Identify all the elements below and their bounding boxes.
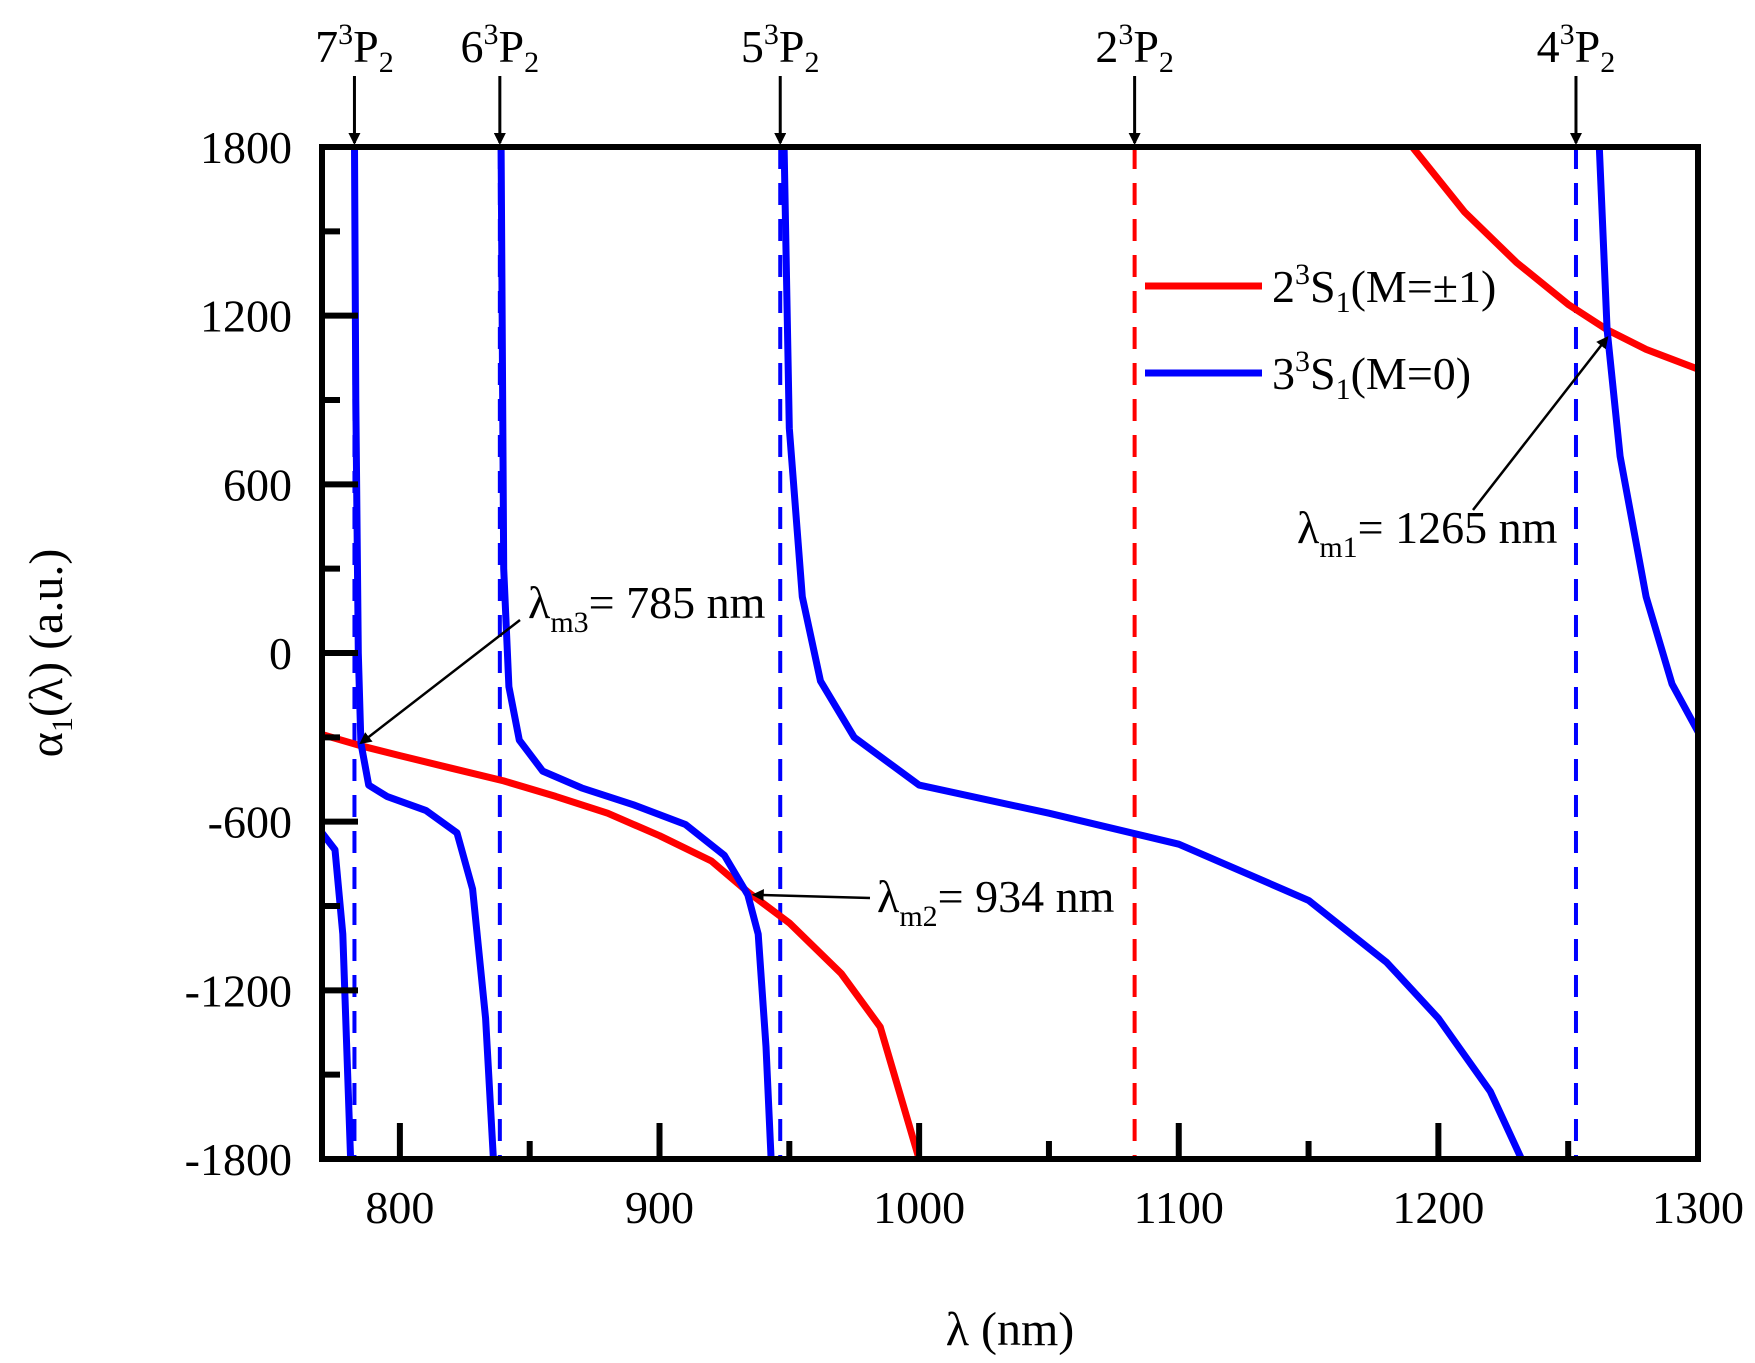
annotation-tail: = 785 nm <box>589 577 766 628</box>
y-tick-label-0: -1800 <box>185 1134 292 1185</box>
series-line-0 <box>322 147 1698 1159</box>
x-axis-title: λ (nm) <box>946 1303 1075 1356</box>
top-label-main: 2 <box>1095 21 1118 72</box>
legend-label-sup: 3 <box>1295 258 1310 291</box>
y-axis-title-alpha: α <box>20 732 73 757</box>
top-label-mid: P <box>1133 21 1159 72</box>
annotation-sub: m3 <box>550 606 588 639</box>
legend: 23S1(M=±1)33S1(M=0) <box>1145 258 1496 406</box>
top-label-main: 6 <box>461 21 484 72</box>
top-label-mid: P <box>1575 21 1601 72</box>
top-label-3: 23P2 <box>1095 18 1174 79</box>
annotation-arrow-0 <box>359 619 521 745</box>
top-label-sup: 3 <box>1560 18 1575 51</box>
x-tick-label-3: 1100 <box>1134 1182 1224 1233</box>
x-tick-label-5: 1300 <box>1652 1182 1744 1233</box>
annotation-sub: m2 <box>899 900 937 933</box>
annotation-label-0: λm3= 785 nm <box>528 577 766 639</box>
top-label-main: 4 <box>1537 21 1560 72</box>
annotation-label-2: λm1= 1265 nm <box>1297 502 1558 564</box>
annotation-main: λ <box>528 577 551 628</box>
top-label-mid: P <box>353 21 379 72</box>
legend-label-sub: 1 <box>1336 286 1351 319</box>
top-labels-layer: 73P2 63P2 53P2 23P2 43P2 <box>315 18 1616 145</box>
y-tick-label-5: 1200 <box>200 291 292 342</box>
top-label-sub: 2 <box>379 46 394 79</box>
legend-label-mid: S <box>1310 261 1336 312</box>
annotation-sub: m1 <box>1319 531 1357 564</box>
y-tick-label-4: 600 <box>223 459 292 510</box>
series-line-1 <box>322 147 1698 1159</box>
ticks-layer: 800 900 1000 1100 1200 1300 -1800 -1200 -600 0 600… <box>185 122 1744 1233</box>
top-label-sub: 2 <box>1159 46 1174 79</box>
x-tick-label-0: 800 <box>365 1182 434 1233</box>
legend-label-0: 23S1(M=±1) <box>1272 258 1496 319</box>
legend-label-tail: (M=0) <box>1351 348 1471 399</box>
annotation-tail: = 934 nm <box>938 871 1115 922</box>
top-label-sup: 3 <box>338 18 353 51</box>
top-label-sup: 3 <box>764 18 779 51</box>
x-tick-label-4: 1200 <box>1392 1182 1484 1233</box>
legend-label-main: 3 <box>1272 348 1295 399</box>
top-label-sub: 2 <box>805 46 820 79</box>
annotation-label-1: λm2= 934 nm <box>877 871 1115 933</box>
annotation-arrow-1 <box>751 889 871 902</box>
top-label-sup: 3 <box>484 18 499 51</box>
x-tick-label-1: 900 <box>625 1182 694 1233</box>
annotation-arrow-2 <box>1472 336 1609 511</box>
y-axis-title-sub: 1 <box>46 717 79 732</box>
y-tick-label-2: -600 <box>208 797 292 848</box>
top-label-main: 5 <box>741 21 764 72</box>
legend-label-mid: S <box>1310 348 1336 399</box>
legend-label-sub: 1 <box>1336 373 1351 406</box>
series-layer <box>322 147 1698 1159</box>
top-label-sup: 3 <box>1118 18 1133 51</box>
y-tick-label-1: -1200 <box>185 965 292 1016</box>
top-label-mid: P <box>499 21 525 72</box>
top-label-sub: 2 <box>1600 46 1615 79</box>
legend-label-1: 33S1(M=0) <box>1272 345 1471 406</box>
y-tick-label-3: 0 <box>269 628 292 679</box>
top-label-4: 43P2 <box>1537 18 1616 79</box>
top-label-1: 63P2 <box>461 18 540 79</box>
legend-label-tail: (M=±1) <box>1351 261 1497 312</box>
y-axis-title: α1(λ) (a.u.) <box>20 549 79 758</box>
y-axis-title-rest: (λ) (a.u.) <box>20 549 73 718</box>
annotation-main: λ <box>1297 502 1320 553</box>
top-label-0: 73P2 <box>315 18 394 79</box>
top-label-2: 53P2 <box>741 18 820 79</box>
legend-label-sup: 3 <box>1295 345 1310 378</box>
annotation-main: λ <box>877 871 900 922</box>
top-label-sub: 2 <box>524 46 539 79</box>
top-label-main: 7 <box>315 21 338 72</box>
x-tick-label-2: 1000 <box>873 1182 965 1233</box>
y-tick-label-6: 1800 <box>200 122 292 173</box>
annotation-tail: = 1265 nm <box>1358 502 1558 553</box>
top-label-mid: P <box>779 21 805 72</box>
legend-label-main: 2 <box>1272 261 1295 312</box>
